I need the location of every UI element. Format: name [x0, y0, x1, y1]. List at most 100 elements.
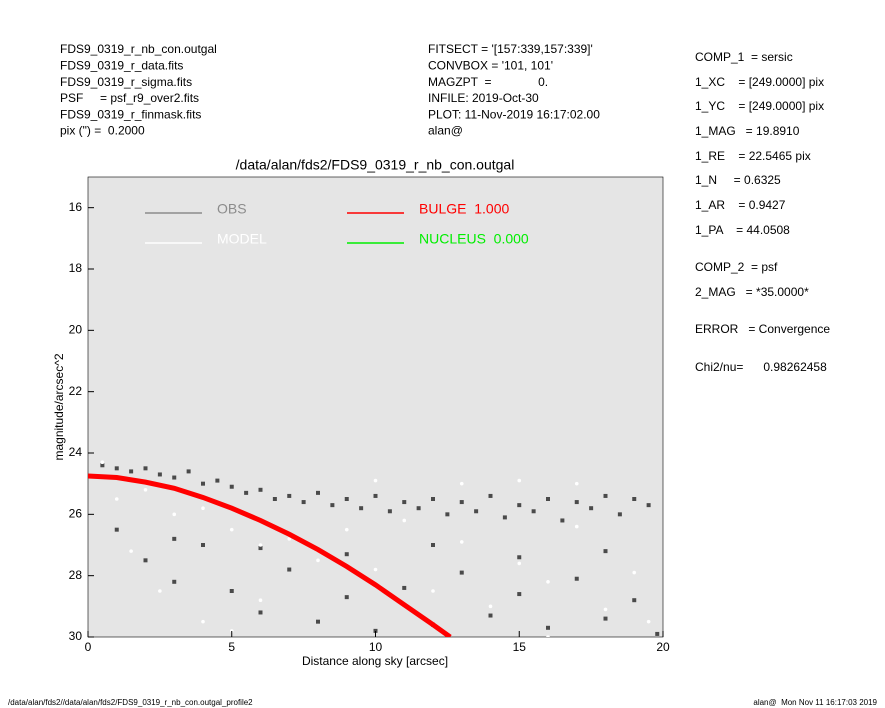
data-point — [129, 469, 134, 474]
data-point — [603, 607, 608, 612]
x-tick-label: 5 — [228, 640, 235, 654]
data-point — [373, 478, 378, 483]
data-point — [344, 595, 349, 600]
data-point — [517, 592, 522, 597]
data-point — [258, 487, 263, 492]
data-point — [459, 500, 464, 505]
fit-parameter: COMP_1 = sersic — [695, 50, 793, 64]
data-point — [114, 527, 119, 532]
header-left-line: pix (") = 0.2000 — [60, 124, 145, 138]
data-point — [502, 515, 507, 520]
header-middle-line: alan@ — [428, 124, 463, 138]
data-point — [344, 497, 349, 501]
data-point — [474, 509, 479, 514]
fit-parameter: 1_AR = 0.9427 — [695, 198, 786, 212]
data-point — [402, 518, 407, 523]
data-point — [431, 543, 435, 547]
header-left-line: FDS9_0319_r_nb_con.outgal — [60, 42, 217, 56]
data-point — [632, 497, 637, 501]
data-point — [373, 567, 378, 572]
data-point — [560, 518, 565, 523]
data-point — [603, 493, 608, 498]
data-point — [574, 481, 579, 486]
plot-area — [87, 176, 664, 638]
data-point — [258, 598, 263, 602]
data-point — [488, 604, 493, 609]
data-point — [546, 580, 550, 584]
data-point — [272, 497, 277, 501]
legend-label: OBS — [217, 201, 247, 217]
data-point — [488, 613, 493, 618]
data-point — [201, 543, 205, 547]
data-point — [172, 512, 177, 517]
data-point — [603, 549, 608, 554]
data-point — [617, 512, 622, 517]
data-point — [114, 466, 119, 471]
y-tick-label: 24 — [69, 445, 83, 459]
data-point — [330, 503, 335, 508]
data-point — [574, 500, 579, 505]
y-tick-label: 16 — [69, 200, 83, 214]
data-point — [459, 540, 464, 544]
data-point — [517, 555, 522, 560]
fit-parameter: 1_MAG = 19.8910 — [695, 124, 800, 138]
data-point — [172, 475, 177, 480]
data-point — [201, 506, 205, 511]
fit-parameter: 1_RE = 22.5465 pix — [695, 149, 811, 163]
y-tick-label: 28 — [69, 568, 83, 582]
data-point — [646, 503, 651, 508]
data-point — [229, 589, 234, 593]
x-tick-label: 15 — [513, 640, 527, 654]
data-point — [344, 527, 349, 532]
data-point — [632, 598, 637, 603]
data-point — [459, 570, 464, 575]
fit-parameter: 1_XC = [249.0000] pix — [695, 75, 824, 89]
data-point — [574, 524, 579, 529]
data-point — [244, 490, 249, 495]
chart-title: /data/alan/fds2/FDS9_0319_r_nb_con.outga… — [236, 157, 515, 173]
data-point — [143, 466, 148, 471]
data-point — [574, 576, 579, 581]
data-point — [517, 478, 522, 483]
data-point — [229, 484, 234, 489]
x-tick-label: 20 — [656, 640, 670, 654]
header-left-line: FDS9_0319_r_finmask.fits — [60, 107, 201, 121]
data-point — [301, 500, 306, 505]
data-point — [459, 481, 464, 486]
header-middle-line: FITSECT = '[157:339,157:339]' — [428, 42, 593, 56]
data-point — [387, 509, 392, 514]
x-tick-label: 10 — [369, 640, 383, 654]
x-axis-label: Distance along sky [arcsec] — [302, 654, 448, 668]
data-point — [157, 472, 162, 477]
data-point — [316, 490, 320, 495]
header-middle-line: PLOT: 11-Nov-2019 16:17:02.00 — [428, 107, 600, 121]
fit-parameter: 1_N = 0.6325 — [695, 173, 781, 187]
data-point — [603, 616, 608, 621]
data-point — [402, 500, 407, 505]
data-point — [373, 628, 378, 633]
data-point — [488, 493, 493, 498]
data-point — [431, 497, 435, 501]
data-point — [359, 506, 364, 511]
y-tick-label: 26 — [69, 507, 83, 521]
data-point — [201, 481, 205, 486]
data-point — [258, 546, 263, 551]
data-point — [172, 536, 177, 541]
header-middle-line: INFILE: 2019-Oct-30 — [428, 91, 539, 105]
y-tick-label: 20 — [69, 323, 83, 337]
fit-parameter: 1_YC = [249.0000] pix — [695, 99, 824, 113]
data-point — [287, 493, 292, 498]
data-point — [531, 509, 536, 514]
data-point — [229, 629, 234, 633]
model-curve — [88, 473, 452, 637]
data-point — [215, 478, 220, 483]
fit-parameter: 1_PA = 44.0508 — [695, 223, 790, 237]
data-point — [114, 497, 119, 501]
data-point — [229, 527, 234, 532]
data-point — [344, 552, 349, 557]
plot-marks — [88, 460, 660, 637]
data-point — [517, 503, 522, 508]
header-left-line: PSF = psf_r9_over2.fits — [60, 91, 199, 105]
data-point — [316, 558, 320, 563]
